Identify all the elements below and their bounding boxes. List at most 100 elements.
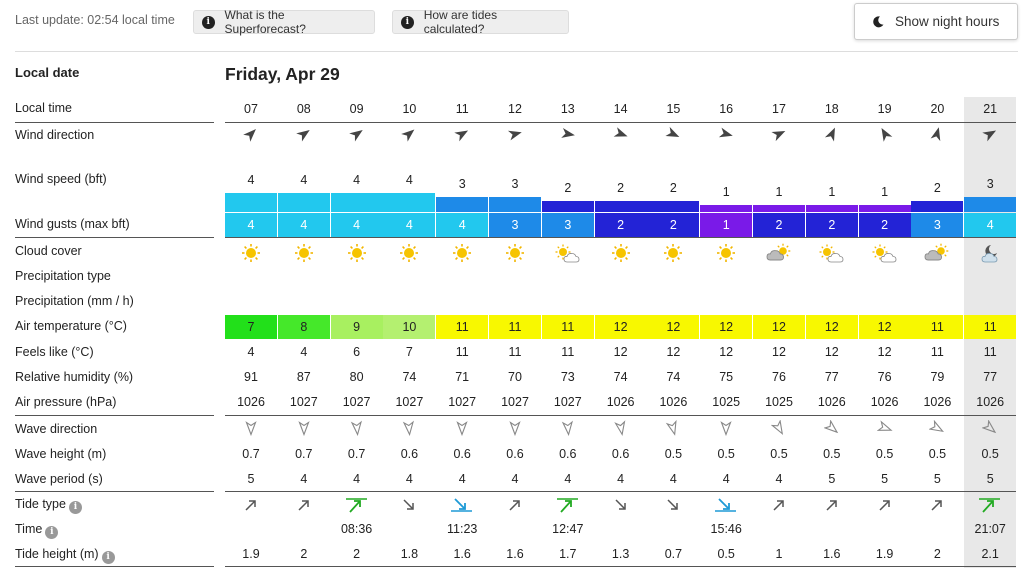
sun-icon [595,243,647,265]
feels-like-value: 12 [877,345,892,359]
wind-speed-bar [753,205,805,212]
feels-like-value: 4 [247,345,255,359]
info-icon[interactable]: i [68,500,82,514]
tide-time-label: Time i [15,522,59,539]
forecast-column: 18 1 2 12 12 77 1026 0.5 5 1.6 [805,0,858,568]
humidity-value: 76 [877,370,892,384]
wave-period-value: 5 [881,472,889,486]
wind-speed-bar [700,205,753,212]
hour-cell: 08 [296,102,311,116]
wind-direction-arrow-icon [489,126,541,146]
tide-rising-icon [859,497,911,515]
wave-period-value: 4 [669,472,677,486]
humidity-value: 91 [244,370,258,384]
wave-height-value: 0.5 [823,447,841,461]
wind-speed-bar [436,197,489,212]
tide-type-text: Tide type [15,497,66,511]
hour-cell: 14 [613,102,628,116]
wind-direction-arrow-icon [964,126,1016,146]
wave-height-value: 0.6 [400,447,419,461]
wave-height-label: Wave height (m) [15,447,107,461]
wind-direction-arrow-icon [542,126,594,146]
partly-cloudy-icon [753,243,805,265]
wave-height-value: 0.7 [242,447,260,461]
hour-cell: 16 [719,102,734,116]
feels-like-value: 11 [561,345,575,359]
forecast-column: 10 4 4 10 7 74 1027 0.6 4 1.8 [383,0,436,568]
tide-time-value: 21:07 [974,522,1006,536]
feels-like-value: 12 [613,345,628,359]
wave-period-value: 4 [300,472,308,486]
hour-cell: 10 [402,102,417,116]
tides-info-button[interactable]: i How are tides calculated? [392,8,569,36]
feels-like-value: 11 [930,345,944,359]
superforecast-info-button[interactable]: i What is the Superforecast? [193,8,375,36]
wave-period-value: 5 [828,472,836,486]
forecast-column: 11 3 4 11 11 71 1027 0.6 4 11:23 1.6 [436,0,489,568]
pressure-value: 1026 [870,395,899,409]
tide-time-text: Time [15,522,43,536]
wave-direction-arrow-icon [278,420,330,438]
wind-speed-bar [541,201,594,212]
wind-speed-value: 1 [881,185,889,199]
air-temperature-cell: 12 [753,315,805,339]
wave-height-value: 0.5 [664,447,683,461]
forecast-column: 21 3 4 11 11 77 1026 0.5 5 21:07 2.1 [964,0,1017,568]
tide-rising-icon [489,497,541,515]
show-night-hours-button[interactable]: Show night hours [854,3,1018,40]
tide-height-value: 1.7 [559,547,577,561]
info-icon[interactable]: i [45,525,59,539]
wave-period-value: 4 [722,472,730,486]
tide-height-value: 1.6 [506,547,524,561]
divider [225,491,1016,492]
wave-period-value: 5 [933,472,941,486]
humidity-value: 73 [560,370,575,384]
forecast-column: 12 3 3 11 11 70 1027 0.6 4 1.6 [489,0,541,568]
wave-period-value: 5 [247,472,255,486]
wind-direction-arrow-icon [806,126,858,146]
hour-cell: 11 [455,102,469,116]
wind-speed-value: 2 [564,181,572,195]
hour-cell: 13 [560,102,575,116]
tide-height-value: 2 [300,547,308,561]
show-night-hours-label: Show night hours [895,14,1000,29]
hour-cell: 09 [349,102,364,116]
forecast-column: 13 2 3 11 11 73 1027 0.6 4 12:47 1.7 [541,0,594,568]
pressure-value: 1026 [659,395,688,409]
humidity-value: 87 [296,370,311,384]
wind-gust-cell: 3 [489,213,541,237]
hour-cell: 12 [508,102,522,116]
feels-like-value: 12 [824,345,839,359]
precipitation-label: Precipitation (mm / h) [15,294,134,308]
info-icon[interactable]: i [101,550,115,564]
divider [225,122,1016,123]
humidity-value: 74 [666,370,681,384]
wave-height-value: 0.6 [559,447,577,461]
wave-direction-arrow-icon [542,420,594,438]
wave-period-value: 4 [511,472,519,486]
wave-direction-arrow-icon [595,420,647,438]
wind-speed-bar [805,205,858,212]
pressure-value: 1027 [553,395,582,409]
wave-height-value: 0.5 [928,447,947,461]
pressure-value: 1027 [501,395,529,409]
humidity-value: 70 [508,370,522,384]
tide-low-icon [436,497,488,515]
sun-icon [647,243,699,265]
feels-like-value: 12 [719,345,734,359]
wind-speed-label: Wind speed (bft) [15,172,107,186]
humidity-value: 77 [983,370,998,384]
wave-period-value: 4 [353,472,361,486]
humidity-value: 75 [719,370,734,384]
hour-cell: 18 [824,102,839,116]
tide-height-label: Tide height (m) i [15,547,115,564]
tide-rising-icon [753,497,805,515]
local-time-label: Local time [15,101,72,115]
wave-direction-arrow-icon [225,420,277,438]
tide-height-value: 1.3 [611,547,630,561]
humidity-value: 77 [824,370,839,384]
wave-period-label: Wave period (s) [15,472,103,486]
wind-gust-cell: 4 [383,213,436,237]
wind-speed-value: 2 [669,181,677,195]
tide-falling-icon [647,497,699,515]
